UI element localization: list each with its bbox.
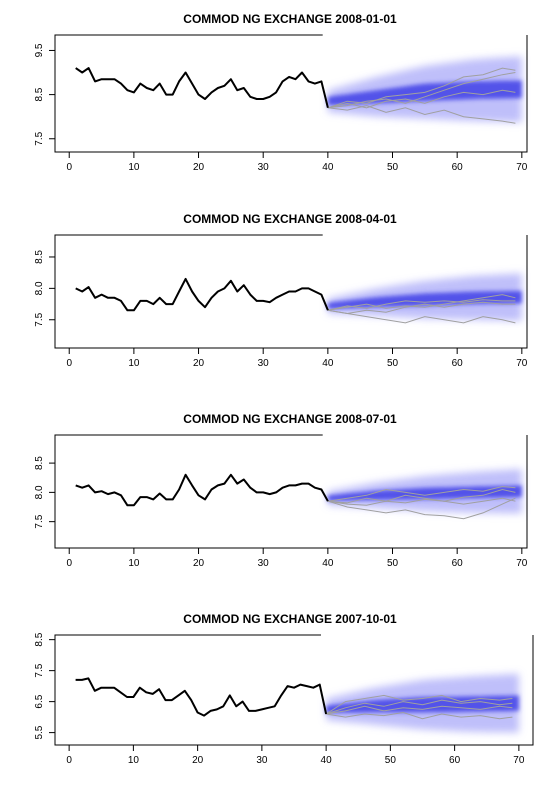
y-tick-label: 5.5 — [34, 725, 45, 739]
x-tick-label: 70 — [516, 558, 528, 569]
x-tick-label: 10 — [128, 558, 140, 569]
x-tick-label: 30 — [258, 162, 270, 173]
plot-frame — [54, 634, 534, 746]
x-tick-label: 50 — [387, 162, 399, 173]
y-tick-label: 7.5 — [34, 514, 45, 528]
x-tick-label: 50 — [387, 558, 399, 569]
panel-1: COMMOD NG EXCHANGE 2008-01-01 0 10 20 30 40 5… — [34, 12, 528, 173]
scenario-line — [327, 301, 516, 315]
x-tick-label: 70 — [516, 162, 528, 173]
scenario-line — [327, 488, 516, 504]
x-tick-label: 40 — [322, 558, 334, 569]
scenario-line — [327, 89, 516, 109]
panel-4: COMMOD NG EXCHANGE 2007-10-01 0 10 20 30 40 5… — [34, 612, 534, 766]
history-line — [75, 677, 328, 717]
panel-3: COMMOD NG EXCHANGE 2008-07-01 0 10 20 30 40 5… — [34, 412, 528, 569]
history-line — [75, 277, 329, 312]
x-tick-label: 60 — [452, 162, 464, 173]
forecast-band-inner — [327, 80, 522, 106]
panel-2: COMMOD NG EXCHANGE 2008-04-01 0 10 20 30 40 5… — [34, 212, 528, 369]
scenario-line — [326, 711, 513, 720]
history-line — [75, 67, 329, 109]
x-tick-label: 60 — [452, 558, 464, 569]
y-tick-label: 7.5 — [34, 312, 45, 326]
history-line — [75, 473, 329, 507]
x-tick-label: 10 — [128, 358, 140, 369]
x-tick-label: 40 — [322, 162, 334, 173]
y-tick-label: 8.5 — [34, 456, 45, 470]
plot-frame — [54, 234, 528, 349]
x-tick-label: 70 — [513, 755, 525, 766]
x-tick-label: 60 — [449, 755, 461, 766]
x-tick-label: 30 — [258, 558, 270, 569]
y-tick-label: 7.5 — [34, 131, 45, 145]
scenario-line — [327, 105, 516, 124]
x-tick-label: 40 — [321, 755, 333, 766]
y-tick-label: 8.0 — [34, 485, 45, 499]
plot-frame — [54, 34, 528, 153]
y-tick-label: 8.5 — [34, 87, 45, 101]
scenario-line — [327, 72, 516, 109]
x-tick-label: 60 — [452, 358, 464, 369]
plot-frame — [54, 434, 528, 549]
y-tick-label: 7.5 — [34, 663, 45, 677]
scenario-line — [325, 699, 513, 715]
panel-title: COMMOD NG EXCHANGE 2007-10-01 — [183, 612, 397, 626]
scenario-line — [327, 294, 516, 311]
scenario-line — [327, 309, 516, 324]
x-tick-label: 0 — [66, 755, 72, 766]
x-tick-label: 30 — [258, 358, 270, 369]
scenario-line — [325, 694, 513, 715]
x-tick-label: 10 — [128, 162, 140, 173]
x-tick-label: 20 — [193, 358, 205, 369]
y-tick-label: 8.5 — [34, 250, 45, 264]
x-tick-label: 50 — [385, 755, 397, 766]
panel-title: COMMOD NG EXCHANGE 2008-01-01 — [183, 12, 397, 26]
y-tick-label: 6.5 — [34, 694, 45, 708]
scenario-line — [326, 705, 513, 715]
scenario-line — [327, 497, 516, 506]
forecast-band-inner — [327, 290, 522, 310]
y-tick-label: 8.0 — [34, 281, 45, 295]
x-tick-label: 0 — [66, 558, 72, 569]
forecast-band-inner — [327, 485, 522, 502]
scenario-line — [327, 299, 516, 311]
x-tick-label: 20 — [193, 162, 205, 173]
panel-title: COMMOD NG EXCHANGE 2008-07-01 — [183, 412, 397, 426]
y-tick-label: 9.5 — [34, 43, 45, 57]
x-tick-label: 0 — [66, 162, 72, 173]
x-tick-label: 10 — [128, 755, 140, 766]
x-tick-label: 40 — [322, 358, 334, 369]
x-tick-label: 50 — [387, 358, 399, 369]
panel-title: COMMOD NG EXCHANGE 2008-04-01 — [183, 212, 397, 226]
x-tick-label: 20 — [192, 755, 204, 766]
scenario-line — [327, 497, 516, 520]
x-tick-label: 70 — [516, 358, 528, 369]
x-tick-label: 0 — [66, 358, 72, 369]
scenario-line — [327, 485, 516, 502]
x-tick-label: 20 — [193, 558, 205, 569]
y-tick-label: 8.5 — [34, 632, 45, 646]
x-tick-label: 30 — [256, 755, 268, 766]
